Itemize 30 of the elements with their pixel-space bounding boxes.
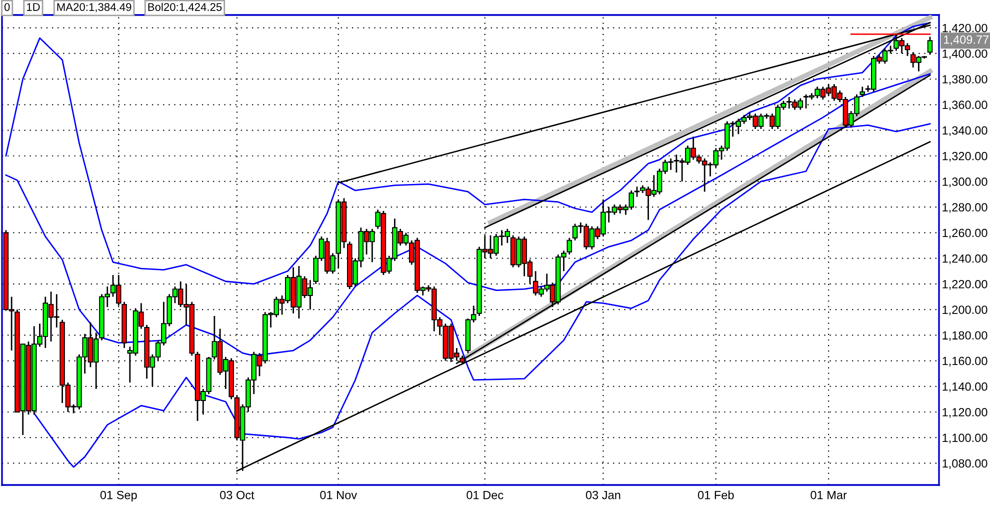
- x-tick-label: 01 Dec: [466, 490, 504, 500]
- y-tick-label: 1,100.00: [942, 434, 988, 444]
- y-tick-label: 1,420.00: [942, 24, 988, 34]
- y-tick-label: 1,300.00: [942, 178, 988, 188]
- text: 0: [4, 3, 10, 11]
- x-tick-label: 03 Oct: [220, 490, 254, 500]
- y-tick-label: 1,380.00: [942, 75, 988, 85]
- y-tick-label: 1,280.00: [942, 203, 988, 213]
- y-tick-label: 1,360.00: [942, 100, 988, 110]
- y-tick-label: 1,220.00: [942, 280, 988, 290]
- x-tick-label: 01 Feb: [698, 490, 734, 500]
- y-tick-label: 1,260.00: [942, 228, 988, 238]
- x-tick-label: 01 Nov: [320, 490, 358, 500]
- x-tick-label: 01 Sep: [100, 490, 137, 502]
- x-tick-label: 03 Jan: [586, 490, 620, 500]
- y-tick-label: 1,400.00: [942, 49, 988, 60]
- y-tick-label: 1,180.00: [942, 331, 988, 341]
- y-tick-label: 1,340.00: [942, 126, 988, 136]
- y-tick-label: 1,080.00: [942, 459, 988, 470]
- y-tick-label: 1,140.00: [942, 382, 988, 392]
- y-tick-label: 1,240.00: [942, 254, 988, 264]
- text: Bol20:1,424.25: [148, 2, 222, 12]
- text: 1,409.77: [944, 35, 989, 46]
- y-tick-label: 1,320.00: [942, 152, 988, 162]
- text: MA20:1,384.49: [57, 3, 132, 12]
- y-tick-label: 1,160.00: [942, 356, 988, 367]
- x-tick-label: 01 Mar: [810, 490, 847, 500]
- text: 1D: [26, 3, 40, 11]
- y-tick-label: 1,120.00: [942, 408, 988, 418]
- y-tick-label: 1,200.00: [942, 306, 988, 316]
